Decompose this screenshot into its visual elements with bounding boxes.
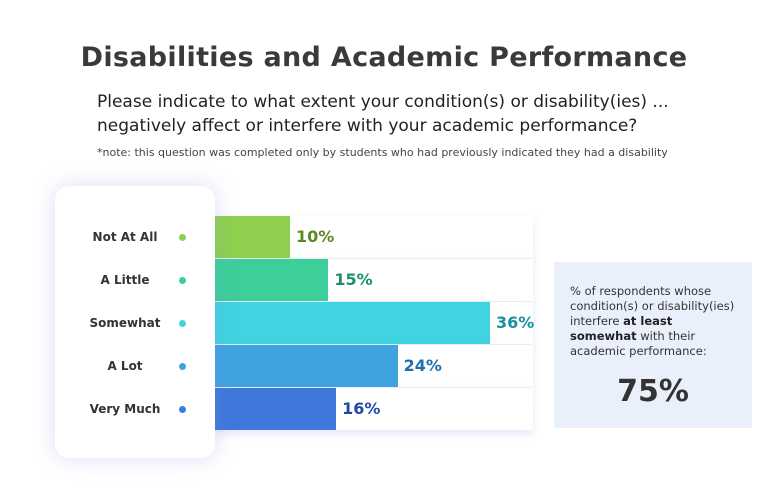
category-dot-icon: [179, 277, 186, 284]
category-dot-icon: [179, 406, 186, 413]
bar: [213, 388, 337, 430]
category-label: A Little: [100, 273, 150, 287]
footnote: *note: this question was completed only …: [97, 146, 668, 159]
category-label: Not At All: [92, 230, 158, 244]
page-title: Disabilities and Academic Performance: [80, 42, 688, 73]
summary-text-emphasis: at least somewhat: [570, 314, 673, 343]
summary-text: % of respondents whose condition(s) or d…: [570, 284, 742, 359]
bar: [213, 259, 329, 301]
summary-text-end: with their academic performance:: [570, 329, 707, 358]
bar-value-label: 15%: [334, 270, 373, 289]
category-label-card: Not At All A Little Somewhat A Lot Very Much: [55, 186, 215, 458]
bar-value-label: 16%: [342, 399, 381, 418]
bar-value-label: 10%: [295, 227, 335, 246]
category-label: Very Much: [89, 402, 161, 416]
category-dot-icon: [179, 234, 186, 241]
summary-text-start: % of respondents whose condition(s) or d…: [570, 284, 735, 328]
category-label: A Lot: [107, 359, 143, 373]
bar: [213, 345, 398, 387]
summary-value: 75%: [617, 374, 689, 409]
question-subtitle: Please indicate to what extent your cond…: [97, 92, 669, 136]
bar-value-label: 36%: [496, 313, 535, 332]
bar: [213, 216, 290, 258]
bar: [213, 302, 490, 344]
summary-box: % of respondents whose condition(s) or d…: [554, 262, 752, 428]
category-dot-icon: [179, 363, 186, 370]
category-label: Somewhat: [89, 316, 161, 330]
category-dot-icon: [179, 320, 186, 327]
bar-value-label: 24%: [403, 356, 442, 375]
